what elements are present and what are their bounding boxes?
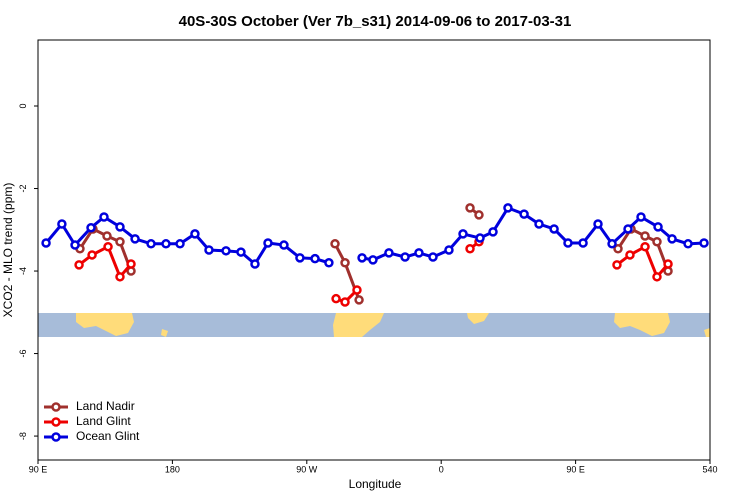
x-tick-label: 90 W — [296, 464, 318, 474]
y-tick-label: -2 — [18, 185, 28, 193]
point — [578, 238, 588, 248]
point — [612, 260, 622, 270]
point — [99, 212, 109, 222]
point — [640, 241, 650, 252]
point — [699, 238, 709, 248]
point — [74, 260, 84, 270]
point — [87, 250, 97, 260]
land — [333, 313, 384, 337]
point — [563, 238, 573, 248]
point — [354, 295, 364, 305]
land — [161, 329, 168, 337]
point — [465, 244, 475, 254]
plot-frame — [37, 39, 711, 461]
point — [70, 240, 80, 250]
point — [607, 239, 617, 249]
point — [161, 239, 171, 249]
x-tick-label: 90 E — [29, 464, 48, 474]
point — [175, 239, 185, 249]
chart-title: 40S-30S October (Ver 7b_s31) 2014-09-06 … — [179, 13, 572, 30]
point — [623, 224, 633, 234]
point — [640, 231, 650, 241]
point — [683, 239, 693, 249]
legend-marker — [51, 417, 61, 427]
land — [76, 313, 134, 336]
legend-label: Ocean Glint — [76, 429, 140, 443]
point — [57, 219, 67, 229]
point — [357, 253, 367, 263]
legend-label: Land Nadir — [76, 399, 135, 413]
point — [613, 244, 623, 254]
point — [236, 247, 246, 257]
x-tick-label: 540 — [702, 464, 717, 474]
point — [652, 236, 662, 247]
point — [384, 248, 394, 258]
y-tick-label: 0 — [18, 104, 28, 109]
point — [115, 272, 125, 282]
point — [653, 222, 663, 232]
point — [593, 219, 603, 229]
point — [126, 259, 136, 269]
point — [414, 248, 424, 258]
point — [330, 239, 340, 249]
point — [221, 246, 231, 256]
x-tick-label: 180 — [165, 464, 180, 474]
point — [295, 253, 305, 263]
point — [625, 250, 635, 260]
y-axis-label: XCO2 - MLO trend (ppm) — [1, 183, 15, 318]
point — [324, 258, 334, 268]
point — [475, 233, 485, 243]
point — [340, 297, 350, 307]
point — [279, 240, 289, 250]
point — [534, 219, 544, 229]
point — [465, 203, 475, 213]
point — [636, 212, 646, 222]
point — [503, 203, 513, 213]
x-tick-label: 90 E — [566, 464, 585, 474]
point — [310, 253, 320, 264]
point — [86, 222, 96, 233]
point — [146, 239, 156, 249]
land — [467, 313, 489, 324]
point — [103, 241, 113, 252]
point — [458, 229, 468, 239]
land — [704, 328, 710, 337]
legend-label: Land Glint — [76, 414, 131, 428]
point — [428, 252, 438, 262]
legend-marker — [51, 402, 61, 412]
point — [190, 229, 200, 239]
point — [488, 227, 498, 237]
point — [549, 224, 559, 234]
point — [115, 222, 125, 232]
y-tick-label: -8 — [18, 432, 28, 440]
point — [444, 245, 454, 255]
point — [663, 259, 673, 269]
point — [368, 255, 378, 265]
map-strip — [38, 313, 710, 337]
x-axis-label: Longitude — [349, 477, 402, 491]
point — [250, 259, 260, 269]
land — [614, 313, 670, 336]
point — [667, 234, 677, 244]
point — [41, 238, 51, 248]
x-tick-label: 0 — [439, 464, 444, 474]
point — [474, 210, 484, 220]
y-tick-label: -4 — [18, 267, 28, 275]
point — [115, 236, 125, 247]
point — [519, 209, 529, 219]
y-tick-label: -6 — [18, 350, 28, 358]
series-line — [361, 206, 705, 262]
point — [263, 238, 273, 248]
point — [340, 258, 350, 268]
point — [352, 285, 362, 295]
point — [102, 231, 112, 241]
point — [400, 252, 410, 262]
legend-marker — [51, 432, 61, 442]
point — [652, 272, 662, 282]
point — [331, 293, 341, 304]
point — [204, 245, 214, 255]
point — [130, 234, 140, 244]
